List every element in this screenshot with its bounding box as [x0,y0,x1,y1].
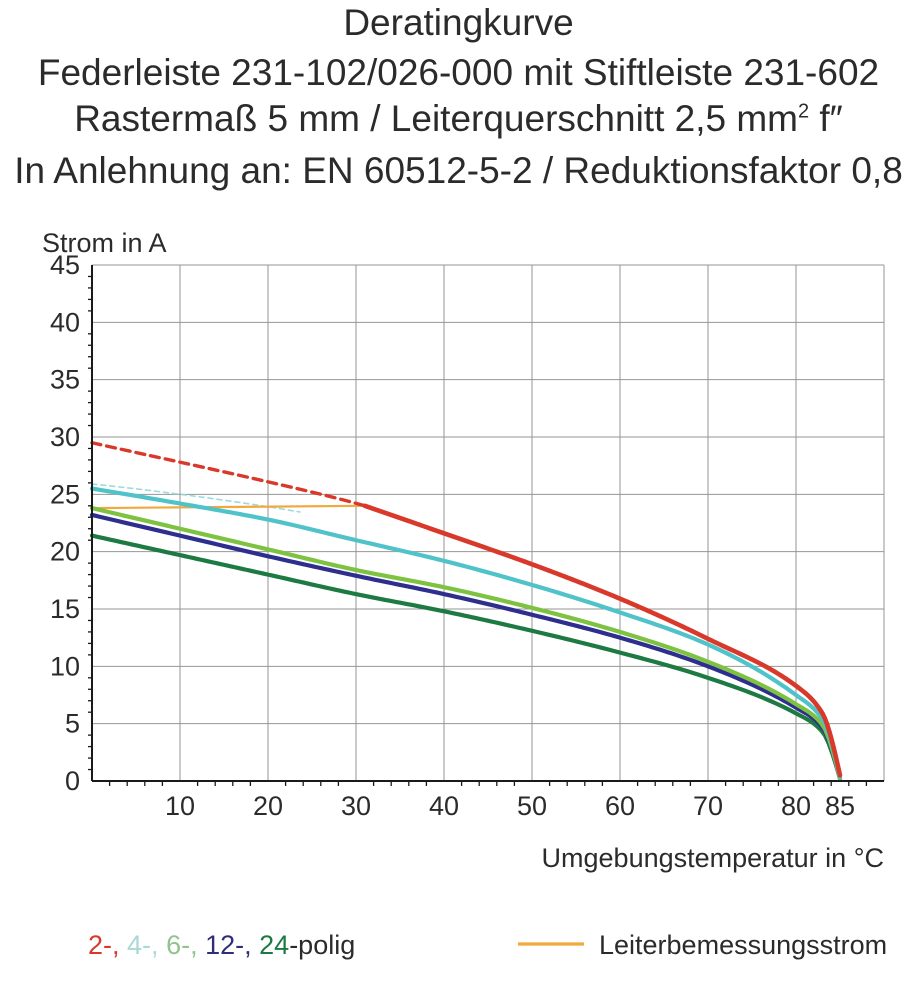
svg-text:10: 10 [50,651,80,681]
svg-text:85: 85 [825,791,855,821]
svg-text:Strom in A: Strom in A [42,228,167,258]
svg-text:60: 60 [605,791,635,821]
svg-text:Umgebungstemperatur in °C: Umgebungstemperatur in °C [542,843,884,873]
svg-text:20: 20 [50,537,80,567]
svg-text:25: 25 [50,479,80,509]
svg-text:80: 80 [781,791,811,821]
svg-text:0: 0 [65,766,80,796]
svg-text:20: 20 [253,791,283,821]
svg-text:50: 50 [517,791,547,821]
svg-text:35: 35 [50,365,80,395]
svg-text:40: 40 [50,307,80,337]
svg-text:10: 10 [165,791,195,821]
svg-text:30: 30 [50,422,80,452]
svg-text:40: 40 [429,791,459,821]
svg-text:70: 70 [693,791,723,821]
svg-text:5: 5 [65,709,80,739]
svg-text:15: 15 [50,594,80,624]
svg-text:30: 30 [341,791,371,821]
